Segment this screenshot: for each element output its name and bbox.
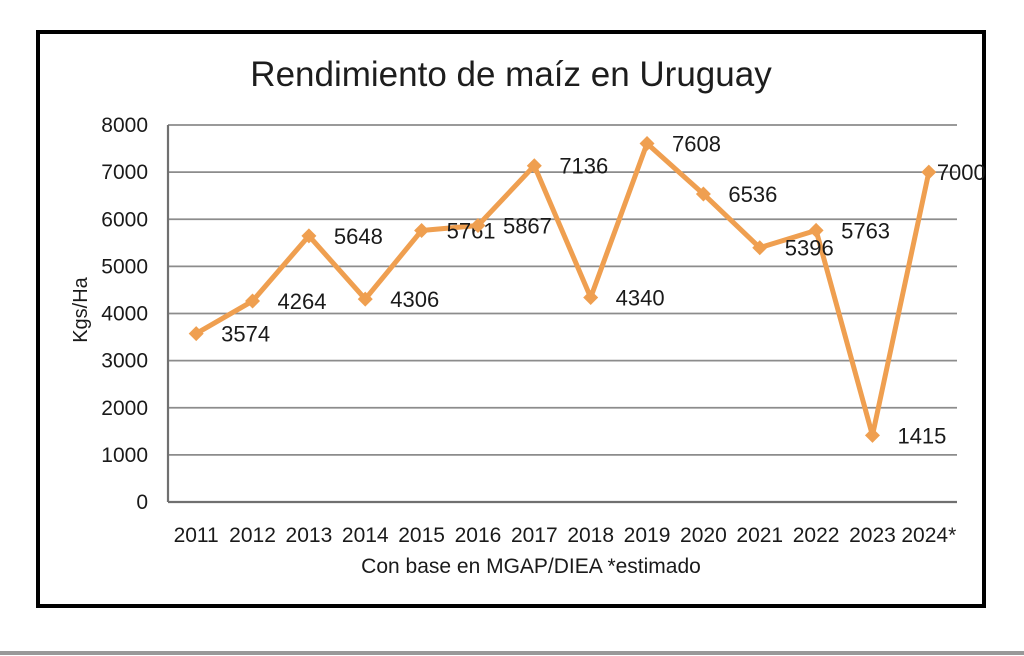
x-tick-label: 2011 bbox=[174, 524, 219, 547]
x-tick-label: 2019 bbox=[624, 524, 671, 547]
x-tick-label: 2014 bbox=[342, 524, 389, 547]
data-point-marker bbox=[414, 223, 430, 239]
y-tick-label: 6000 bbox=[101, 208, 148, 231]
x-tick-label: 2013 bbox=[286, 524, 333, 547]
data-point-label: 7000 bbox=[937, 160, 986, 185]
data-point-label: 5648 bbox=[334, 224, 383, 249]
data-point-marker bbox=[245, 293, 261, 309]
source-caption: Con base en MGAP/DIEA *estimado bbox=[361, 555, 701, 578]
data-point-marker bbox=[526, 158, 542, 174]
data-point-label: 1415 bbox=[897, 423, 946, 448]
data-point-marker bbox=[864, 427, 880, 443]
data-point-label: 4264 bbox=[278, 289, 327, 314]
y-tick-label: 8000 bbox=[101, 114, 148, 137]
data-point-label: 7608 bbox=[672, 131, 721, 156]
data-point-marker bbox=[357, 291, 373, 307]
data-point-label: 3574 bbox=[221, 322, 270, 347]
data-point-marker bbox=[583, 289, 599, 305]
data-point-marker bbox=[188, 326, 204, 342]
data-point-marker bbox=[808, 222, 824, 238]
data-point-label: 5396 bbox=[785, 236, 834, 261]
y-tick-label: 7000 bbox=[101, 161, 148, 184]
chart-title: Rendimiento de maíz en Uruguay bbox=[250, 55, 772, 94]
x-tick-label: 2023 bbox=[849, 524, 896, 547]
bottom-rule bbox=[0, 651, 1024, 655]
y-tick-label: 5000 bbox=[101, 255, 148, 278]
data-point-marker bbox=[301, 228, 317, 244]
x-tick-label: 2022 bbox=[793, 524, 840, 547]
y-tick-label: 3000 bbox=[101, 350, 148, 373]
data-point-label: 5867 bbox=[503, 214, 552, 239]
y-tick-label: 2000 bbox=[101, 397, 148, 420]
chart-canvas: 0 1000 2000 3000 4000 5000 6000 7000 8000 2011 201… bbox=[101, 114, 985, 547]
data-point-label: 5763 bbox=[841, 218, 890, 243]
data-point-label: 6536 bbox=[728, 182, 777, 207]
data-point-marker bbox=[752, 240, 768, 256]
x-tick-label: 2012 bbox=[229, 524, 276, 547]
series-line bbox=[193, 140, 932, 438]
y-tick-label: 1000 bbox=[101, 444, 148, 467]
y-tick-label: 4000 bbox=[101, 303, 148, 326]
x-tick-label: 2024* bbox=[901, 524, 956, 547]
data-point-marker bbox=[639, 135, 655, 151]
data-point-label: 4306 bbox=[390, 287, 439, 312]
data-point-marker bbox=[470, 218, 486, 234]
x-tick-label: 2018 bbox=[567, 524, 614, 547]
x-tick-label: 2017 bbox=[511, 524, 558, 547]
x-tick-label: 2020 bbox=[680, 524, 727, 547]
data-point-label: 7136 bbox=[559, 154, 608, 179]
x-tick-label: 2015 bbox=[398, 524, 445, 547]
data-point-label: 4340 bbox=[616, 285, 665, 310]
x-tick-label: 2016 bbox=[455, 524, 502, 547]
data-point-label: 5761 bbox=[447, 219, 496, 244]
data-point-marker bbox=[695, 186, 711, 202]
x-tick-label: 2021 bbox=[736, 524, 783, 547]
data-point-marker bbox=[921, 164, 937, 180]
y-tick-label: 0 bbox=[136, 491, 148, 514]
